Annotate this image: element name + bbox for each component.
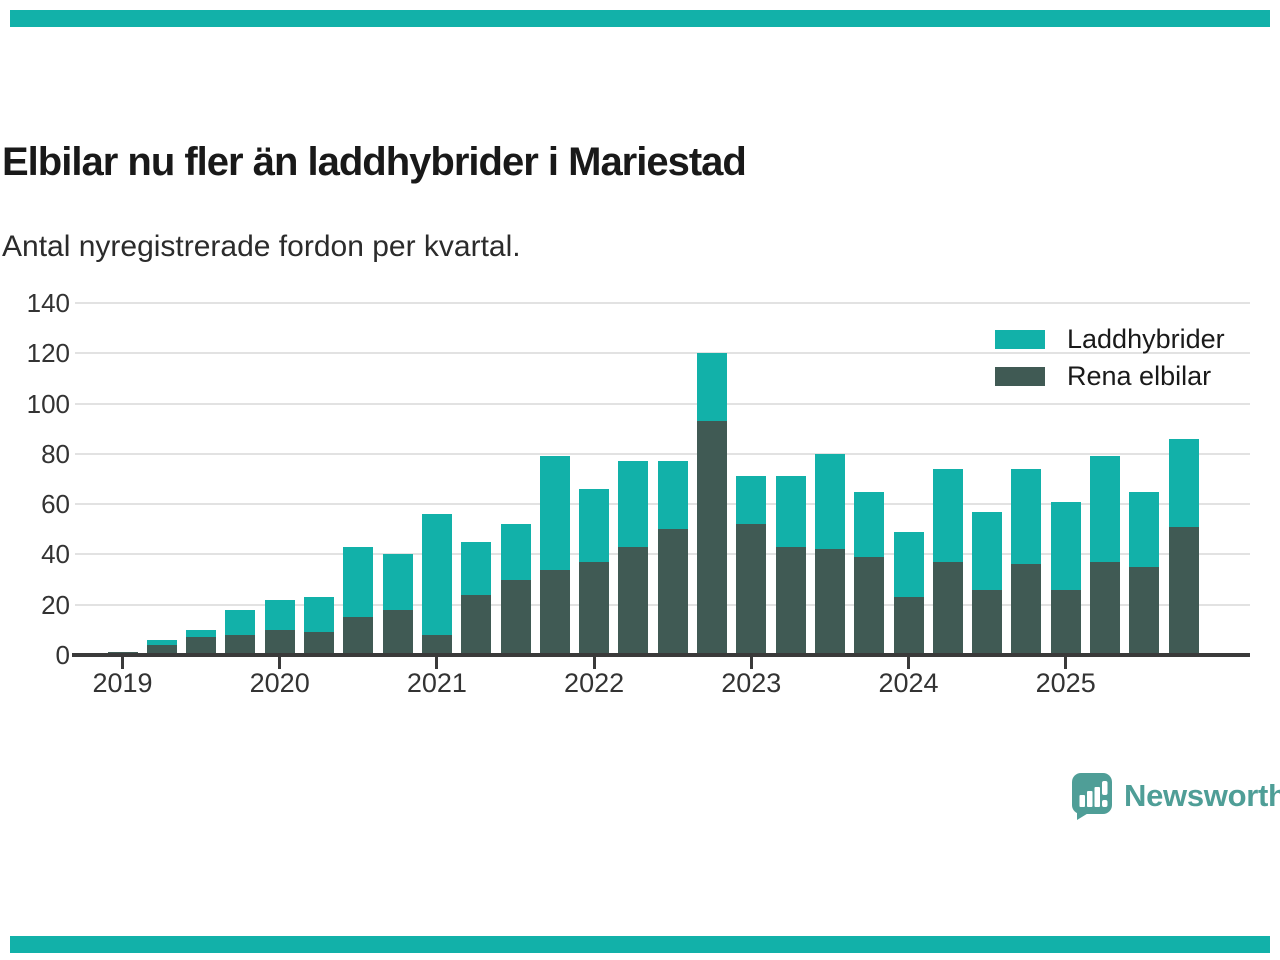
x-axis-label-2023: 2023	[721, 668, 782, 698]
gridline-140	[75, 302, 1250, 304]
bar-segment-2021-Q4-Laddhybrider	[539, 456, 570, 570]
legend-item-rena-elbilar: Rena elbilar	[995, 361, 1225, 391]
x-axis-label-2024: 2024	[878, 668, 939, 698]
x-axis-tick-2024	[907, 657, 910, 669]
bar-segment-2025-Q3-Rena-elbilar	[1129, 567, 1160, 655]
newsworthy-logo-icon	[1072, 773, 1112, 820]
bar-segment-2020-Q3-Rena-elbilar	[343, 617, 374, 655]
bar-segment-2021-Q2-Rena-elbilar	[461, 594, 492, 655]
page-title: Elbilar nu fler än laddhybrider i Maries…	[2, 140, 747, 184]
x-axis-tick-2022	[592, 657, 596, 669]
bar-segment-2022-Q3-Laddhybrider	[657, 461, 688, 530]
x-axis-label-2025: 2025	[1035, 668, 1096, 698]
newsworthy-logo-text: Newsworthy	[1124, 778, 1280, 813]
y-axis-label-0: 0	[55, 640, 70, 670]
x-axis-label-2020: 2020	[249, 668, 310, 698]
y-axis-label-60: 60	[41, 489, 70, 520]
x-axis-label-2021: 2021	[406, 668, 467, 698]
bar-segment-2022-Q1-Rena-elbilar	[579, 561, 610, 655]
bar-segment-2022-Q4-Rena-elbilar	[697, 421, 727, 655]
y-axis-label-140: 140	[26, 288, 70, 318]
x-axis-label-2022: 2022	[564, 668, 625, 698]
bar-segment-2024-Q1-Rena-elbilar	[893, 597, 924, 655]
bar-segment-2025-Q1-Laddhybrider	[1050, 501, 1081, 590]
y-axis-label-40: 40	[41, 539, 70, 570]
x-axis-tick-2025	[1064, 657, 1068, 669]
bottom-accent-bar	[10, 936, 1270, 953]
y-axis-label-80: 80	[41, 438, 70, 469]
bar-segment-2020-Q1-Laddhybrider	[264, 599, 295, 630]
bar-segment-2024-Q4-Rena-elbilar	[1011, 564, 1042, 655]
bar-segment-2023-Q4-Laddhybrider	[854, 491, 885, 557]
legend-label-laddhybrider: Laddhybrider	[1067, 323, 1225, 354]
bar-segment-2022-Q4-Laddhybrider	[697, 353, 727, 422]
bar-segment-2019-Q2-Rena-elbilar	[146, 644, 177, 655]
top-accent-bar	[10, 10, 1270, 27]
y-axis-label-120: 120	[26, 338, 70, 369]
bar-segment-2021-Q1-Rena-elbilar	[421, 634, 452, 655]
bar-segment-2019-Q2-Laddhybrider	[146, 639, 177, 645]
x-axis-tick-2020	[278, 657, 282, 669]
bar-segment-2023-Q2-Rena-elbilar	[775, 546, 806, 655]
gridline-120	[75, 352, 1250, 355]
x-axis-label-2019: 2019	[92, 668, 153, 698]
x-axis-tick-2023	[749, 657, 753, 669]
bar-segment-2023-Q3-Rena-elbilar	[814, 549, 845, 655]
bar-segment-2023-Q3-Laddhybrider	[814, 453, 845, 550]
bar-segment-2024-Q2-Laddhybrider	[932, 468, 963, 562]
chart-legend: Laddhybrider Rena elbilar	[995, 324, 1225, 401]
bar-segment-2021-Q2-Laddhybrider	[461, 541, 492, 595]
bar-segment-2023-Q1-Rena-elbilar	[736, 524, 767, 655]
bar-segment-2020-Q1-Rena-elbilar	[264, 629, 295, 655]
bar-segment-2021-Q1-Laddhybrider	[421, 514, 452, 635]
gridline-80	[75, 452, 1250, 455]
bar-segment-2022-Q1-Laddhybrider	[579, 489, 610, 562]
x-axis-line	[72, 653, 1250, 657]
bar-segment-2021-Q4-Rena-elbilar	[539, 569, 570, 655]
bar-segment-2025-Q1-Rena-elbilar	[1050, 589, 1081, 655]
bar-segment-2022-Q2-Laddhybrider	[618, 461, 649, 547]
bar-segment-2024-Q4-Laddhybrider	[1011, 468, 1042, 565]
legend-swatch-laddhybrider	[995, 329, 1045, 349]
page-subtitle: Antal nyregistrerade fordon per kvartal.	[2, 230, 521, 263]
bar-segment-2019-Q3-Rena-elbilar	[186, 637, 217, 655]
bar-segment-2025-Q2-Laddhybrider	[1090, 456, 1120, 562]
bar-segment-2020-Q4-Rena-elbilar	[382, 609, 413, 655]
bar-segment-2024-Q2-Rena-elbilar	[932, 561, 963, 655]
gridline-100	[75, 402, 1250, 405]
bar-segment-2019-Q3-Laddhybrider	[186, 629, 217, 638]
y-axis-label-100: 100	[26, 388, 70, 419]
x-axis-tick-2021	[435, 657, 439, 669]
bar-segment-2025-Q3-Laddhybrider	[1129, 491, 1160, 567]
legend-swatch-rena-elbilar	[995, 366, 1045, 386]
legend-item-laddhybrider: Laddhybrider	[995, 324, 1225, 354]
y-axis-label-20: 20	[41, 589, 70, 620]
bar-segment-2024-Q3-Rena-elbilar	[972, 589, 1003, 655]
bar-segment-2024-Q1-Laddhybrider	[893, 531, 924, 598]
legend-label-rena-elbilar: Rena elbilar	[1067, 360, 1212, 391]
bar-segment-2023-Q1-Laddhybrider	[736, 476, 767, 525]
bar-segment-2022-Q3-Rena-elbilar	[657, 529, 688, 655]
bar-segment-2020-Q4-Laddhybrider	[382, 554, 413, 610]
bar-segment-2023-Q4-Rena-elbilar	[854, 556, 885, 655]
bar-segment-2020-Q2-Rena-elbilar	[304, 632, 334, 655]
bar-segment-2025-Q2-Rena-elbilar	[1090, 561, 1120, 655]
bar-segment-2022-Q2-Rena-elbilar	[618, 546, 649, 655]
bar-segment-2020-Q3-Laddhybrider	[343, 546, 374, 618]
bar-segment-2021-Q3-Laddhybrider	[500, 524, 531, 580]
bar-segment-2020-Q2-Laddhybrider	[304, 597, 334, 633]
bar-segment-2019-Q4-Rena-elbilar	[225, 634, 256, 655]
bar-segment-2019-Q4-Laddhybrider	[225, 609, 256, 635]
bar-segment-2025-Q4-Laddhybrider	[1168, 438, 1199, 527]
bar-segment-2021-Q3-Rena-elbilar	[500, 579, 531, 655]
bar-segment-2025-Q4-Rena-elbilar	[1168, 526, 1199, 655]
newsworthy-logo: Newsworthy	[1070, 772, 1280, 820]
x-axis-tick-2019	[121, 657, 124, 669]
bar-segment-2024-Q3-Laddhybrider	[972, 511, 1003, 590]
bar-segment-2023-Q2-Laddhybrider	[775, 476, 806, 547]
